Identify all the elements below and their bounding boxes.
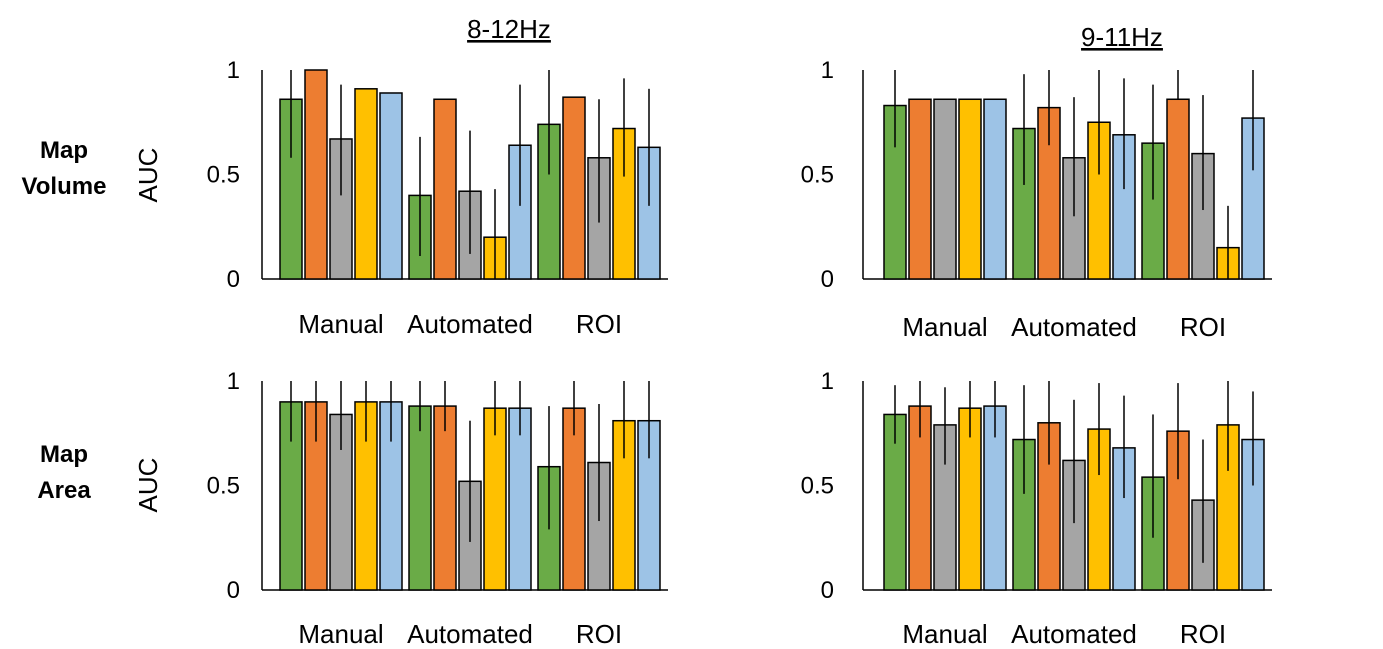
bar — [408, 405, 432, 591]
y-axis-label: AUC — [133, 458, 163, 513]
bar — [508, 407, 532, 591]
y-tick-label: 1 — [227, 57, 240, 84]
chart-panel-4: 0 0.5 1 Manual Automated ROI — [801, 368, 1272, 649]
y-tick-label: 0.5 — [801, 162, 834, 189]
category-label: ROI — [576, 619, 622, 649]
bar — [908, 98, 932, 280]
y-tick-label: 1 — [821, 368, 834, 395]
row-label-map-volume-line1: Map — [40, 137, 88, 164]
y-tick-label: 0 — [821, 577, 834, 604]
category-label: Automated — [1011, 312, 1137, 342]
column-title-8-12hz: 8-12Hz — [467, 14, 551, 44]
y-axis-label: AUC — [133, 148, 163, 203]
category-label: Manual — [298, 619, 383, 649]
y-tick-label: 0.5 — [801, 473, 834, 500]
chart-panel-1: 0 0.5 1 AUC Manual Automated ROI — [133, 57, 668, 339]
bar — [958, 98, 982, 280]
bar — [379, 92, 403, 280]
y-tick-label: 0 — [227, 577, 240, 604]
bar — [304, 69, 328, 280]
category-label: Automated — [1011, 619, 1137, 649]
y-tick-label: 1 — [821, 57, 834, 84]
y-tick-label: 0 — [227, 266, 240, 293]
row-label-map-area-line2: Area — [37, 477, 91, 504]
y-tick-label: 0.5 — [207, 162, 240, 189]
row-label-map-volume-line2: Volume — [22, 173, 107, 200]
y-tick-label: 0 — [821, 266, 834, 293]
category-label: Manual — [902, 312, 987, 342]
bar — [354, 88, 378, 280]
category-label: ROI — [576, 309, 622, 339]
bar — [562, 407, 586, 591]
row-label-map-area-line1: Map — [40, 441, 88, 468]
bar — [483, 407, 507, 591]
column-title-9-11hz: 9-11Hz — [1081, 22, 1163, 52]
bar — [433, 98, 457, 280]
bar — [433, 405, 457, 591]
category-label: Automated — [407, 619, 533, 649]
category-label: ROI — [1180, 312, 1226, 342]
category-label: Automated — [407, 309, 533, 339]
y-tick-label: 1 — [227, 368, 240, 395]
y-tick-label: 0.5 — [207, 473, 240, 500]
bar — [1166, 98, 1190, 280]
category-label: Manual — [902, 619, 987, 649]
chart-panel-3: 0 0.5 1 AUC Manual Automated ROI — [133, 368, 668, 649]
category-label: Manual — [298, 309, 383, 339]
bar — [983, 98, 1007, 280]
bar — [562, 96, 586, 280]
category-label: ROI — [1180, 619, 1226, 649]
chart-panel-2: 0 0.5 1 Manual Automated ROI — [801, 57, 1272, 342]
bar — [933, 98, 957, 280]
